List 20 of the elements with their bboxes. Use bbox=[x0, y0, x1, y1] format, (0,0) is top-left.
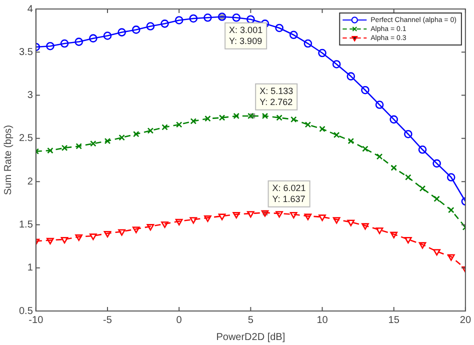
x-tick-label: 5 bbox=[248, 314, 254, 326]
x-tick-label: 10 bbox=[316, 314, 328, 326]
y-tick-label: 1.5 bbox=[18, 219, 34, 230]
y-tick-label: 4 bbox=[27, 4, 34, 15]
x-tick-label: 0 bbox=[176, 314, 182, 326]
y-tick-label: 0.5 bbox=[18, 306, 34, 317]
x-tick-label: -10 bbox=[28, 314, 44, 326]
x-tick-label: 15 bbox=[388, 314, 400, 326]
y-tick-label: 3.5 bbox=[18, 46, 34, 58]
y-tick-label: 2.5 bbox=[18, 133, 34, 144]
y-tick-label: 2 bbox=[27, 176, 34, 188]
y-axis-title: Sum Rate (bps) bbox=[2, 124, 14, 196]
x-axis-title: PowerD2D [dB] bbox=[216, 332, 286, 343]
x-tick-label: -5 bbox=[103, 314, 112, 326]
annotation: X: 3.001 Y: 3.909 bbox=[229, 24, 263, 46]
y-tick-label: 1 bbox=[27, 262, 34, 274]
annotation: X: 5.133 Y: 2.762 bbox=[260, 86, 294, 107]
x-tick-label: 20 bbox=[460, 314, 472, 326]
y-tick-label: 3 bbox=[27, 90, 34, 102]
annotation: X: 6.021 Y: 1.637 bbox=[272, 182, 306, 204]
